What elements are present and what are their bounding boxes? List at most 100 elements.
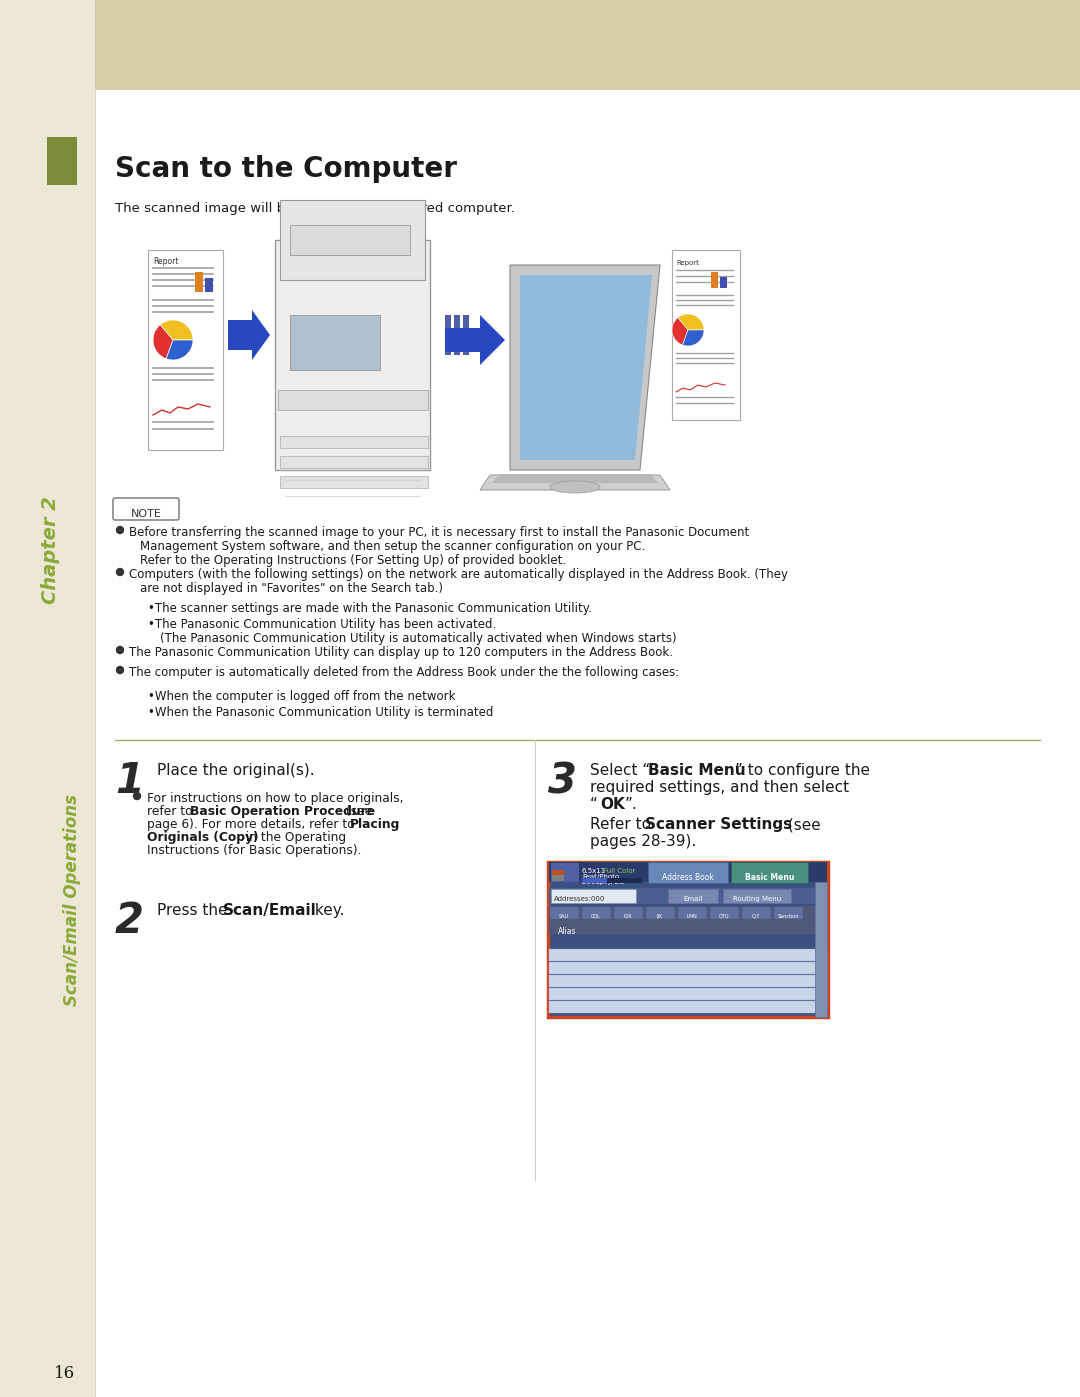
Bar <box>280 200 426 279</box>
Text: Instructions (for Basic Operations).: Instructions (for Basic Operations). <box>147 844 362 856</box>
Text: page 6). For more details, refer to: page 6). For more details, refer to <box>147 819 359 831</box>
Text: Addresses:000: Addresses:000 <box>554 895 606 902</box>
Wedge shape <box>160 320 193 339</box>
Bar <box>549 963 827 974</box>
Text: Management System software, and then setup the scanner configuration on your PC.: Management System software, and then set… <box>140 541 645 553</box>
Bar <box>548 862 828 1017</box>
Text: CQL: CQL <box>591 914 600 919</box>
Polygon shape <box>228 310 270 360</box>
Bar <box>615 907 643 919</box>
Text: Alias: Alias <box>558 928 577 936</box>
Text: Refer to the Operating Instructions (For Setting Up) of provided booklet.: Refer to the Operating Instructions (For… <box>140 555 566 567</box>
Bar <box>552 872 564 882</box>
Bar <box>723 888 791 902</box>
Ellipse shape <box>550 481 600 493</box>
Text: Basic Menu: Basic Menu <box>745 873 795 882</box>
Bar <box>280 455 428 468</box>
Circle shape <box>117 569 123 576</box>
Text: “: “ <box>590 798 598 812</box>
Bar <box>711 272 718 288</box>
Bar <box>742 907 771 919</box>
Bar <box>582 907 611 919</box>
Text: ”.: ”. <box>625 798 638 812</box>
Text: Basic Operation Procedure: Basic Operation Procedure <box>190 805 375 819</box>
Bar <box>551 863 579 882</box>
Text: Address Book: Address Book <box>662 873 714 882</box>
Text: Routing Menu: Routing Menu <box>733 895 781 902</box>
Bar <box>549 862 827 882</box>
Bar <box>0 0 95 1397</box>
Bar <box>291 225 410 256</box>
Text: QTQ: QTQ <box>719 914 729 919</box>
Polygon shape <box>519 275 652 460</box>
Bar <box>195 272 203 292</box>
Text: LMN: LMN <box>687 914 698 919</box>
Bar <box>454 314 460 355</box>
Bar <box>774 907 804 919</box>
Bar <box>445 314 451 355</box>
Text: Email: Email <box>684 895 703 902</box>
Text: (The Panasonic Communication Utility is automatically activated when Windows sta: (The Panasonic Communication Utility is … <box>160 631 677 645</box>
Bar <box>280 436 428 448</box>
Polygon shape <box>510 265 660 469</box>
Text: Scan to the Computer: Scan to the Computer <box>114 155 457 183</box>
Text: (see: (see <box>342 805 373 819</box>
Bar <box>646 907 675 919</box>
Bar <box>549 949 827 961</box>
Text: Select “: Select “ <box>590 763 650 778</box>
Bar <box>278 390 428 409</box>
Text: 1: 1 <box>114 760 144 802</box>
Text: (see: (see <box>783 817 821 833</box>
Text: •The Panasonic Communication Utility has been activated.: •The Panasonic Communication Utility has… <box>148 617 496 631</box>
Wedge shape <box>153 324 173 359</box>
Text: •The scanner settings are made with the Panasonic Communication Utility.: •The scanner settings are made with the … <box>148 602 592 615</box>
Text: Chapter 2: Chapter 2 <box>41 496 59 604</box>
Text: IQR: IQR <box>623 914 632 919</box>
Polygon shape <box>445 314 505 365</box>
Circle shape <box>117 527 123 534</box>
Bar <box>549 975 827 988</box>
Text: Refer to: Refer to <box>590 817 656 833</box>
Bar <box>148 250 222 450</box>
Polygon shape <box>492 474 658 483</box>
Bar <box>549 1002 827 1013</box>
Bar <box>669 888 718 902</box>
Text: refer to: refer to <box>147 805 197 819</box>
Circle shape <box>117 666 123 673</box>
Bar <box>582 877 607 883</box>
Bar <box>0 0 1080 89</box>
Text: Sanction: Sanction <box>778 914 799 919</box>
Wedge shape <box>672 317 688 345</box>
Text: The computer is automatically deleted from the Address Book under the the follow: The computer is automatically deleted fr… <box>129 666 679 679</box>
Text: Report: Report <box>153 257 178 265</box>
Text: The scanned image will be transferred to desired computer.: The scanned image will be transferred to… <box>114 203 515 215</box>
Text: 2: 2 <box>114 900 144 942</box>
Text: •When the computer is logged off from the network: •When the computer is logged off from th… <box>148 690 456 703</box>
Text: 6.5x11: 6.5x11 <box>582 868 606 875</box>
Bar <box>275 240 430 469</box>
Text: Full Color: Full Color <box>603 868 635 875</box>
Bar <box>549 907 827 921</box>
Text: ” to configure the: ” to configure the <box>735 763 870 778</box>
Text: Placing: Placing <box>350 819 401 831</box>
Text: Feat/Photo: Feat/Photo <box>582 875 619 880</box>
Bar <box>291 314 380 370</box>
Text: Scanner Settings: Scanner Settings <box>645 817 792 833</box>
Text: Basic Menu: Basic Menu <box>648 763 745 778</box>
Wedge shape <box>678 314 704 330</box>
Bar <box>205 278 213 292</box>
Bar <box>815 882 827 1017</box>
Text: 200dpi JPEG: 200dpi JPEG <box>582 879 624 886</box>
Bar <box>731 862 808 883</box>
Text: Originals (Copy): Originals (Copy) <box>147 831 258 844</box>
Text: pages 28-39).: pages 28-39). <box>590 834 697 849</box>
Bar <box>549 988 827 1000</box>
Bar <box>710 907 739 919</box>
Circle shape <box>134 792 140 799</box>
Text: The Panasonic Communication Utility can display up to 120 computers in the Addre: The Panasonic Communication Utility can … <box>129 645 673 659</box>
Bar <box>549 888 827 904</box>
Text: Press the: Press the <box>157 902 232 918</box>
Text: are not displayed in "Favorites" on the Search tab.): are not displayed in "Favorites" on the … <box>140 583 443 595</box>
Bar <box>678 907 707 919</box>
Circle shape <box>117 647 123 654</box>
